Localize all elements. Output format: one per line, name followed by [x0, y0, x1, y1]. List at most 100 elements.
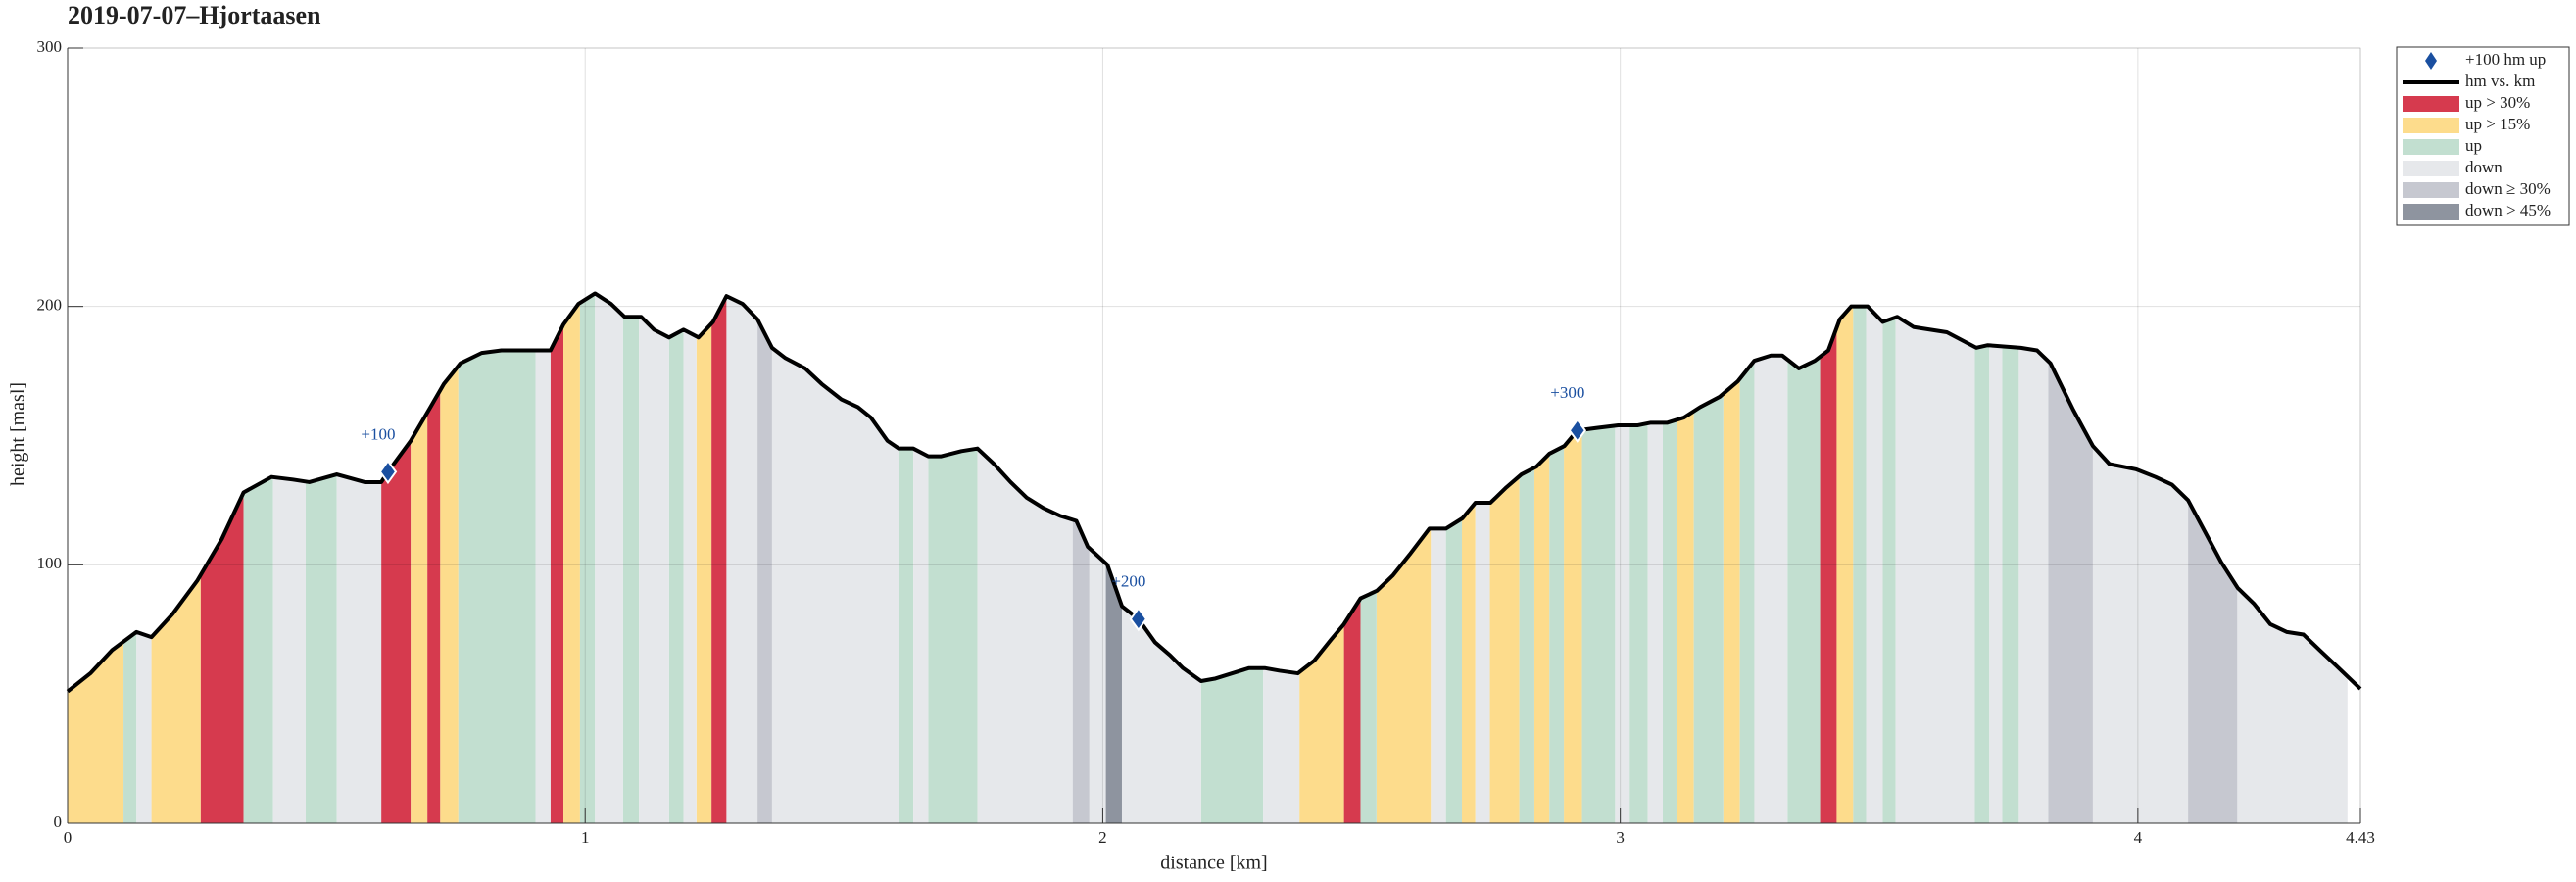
- band: [771, 347, 899, 823]
- band: [1489, 475, 1520, 823]
- band: [563, 303, 580, 823]
- band: [1072, 519, 1090, 823]
- band: [1723, 378, 1740, 823]
- band: [2237, 587, 2348, 823]
- legend-label: up > 15%: [2465, 115, 2530, 133]
- band: [2002, 346, 2019, 823]
- y-tick-label: 200: [37, 296, 63, 315]
- band: [1895, 317, 1975, 823]
- band: [1549, 446, 1565, 823]
- x-tick-label: 4: [2134, 828, 2143, 847]
- band: [757, 318, 772, 824]
- y-tick-label: 300: [37, 37, 63, 56]
- band: [1754, 355, 1788, 823]
- band: [899, 448, 914, 823]
- band: [440, 366, 459, 823]
- band: [1677, 411, 1694, 823]
- legend-patch: [2403, 96, 2459, 112]
- band: [1376, 528, 1432, 823]
- band: [1662, 419, 1677, 823]
- band: [151, 574, 201, 823]
- legend-patch: [2403, 118, 2459, 133]
- band: [381, 440, 412, 823]
- band: [2188, 500, 2238, 823]
- band: [2092, 446, 2189, 823]
- band: [1787, 356, 1821, 823]
- band: [668, 329, 684, 823]
- band: [200, 492, 244, 823]
- y-tick-label: 100: [37, 554, 63, 572]
- band: [622, 315, 640, 824]
- band: [1462, 503, 1476, 823]
- band: [696, 323, 712, 823]
- band: [1089, 548, 1106, 823]
- band: [1533, 453, 1550, 823]
- band: [411, 412, 428, 823]
- band: [2048, 361, 2093, 823]
- band: [595, 293, 623, 823]
- band: [1475, 503, 1490, 823]
- legend-label: down: [2465, 158, 2503, 176]
- legend-label: down ≥ 30%: [2465, 179, 2551, 198]
- band: [1866, 306, 1883, 824]
- marker-label: +200: [1111, 572, 1145, 591]
- legend-label: +100 hm up: [2465, 50, 2546, 69]
- band: [1200, 667, 1264, 823]
- band: [458, 350, 536, 823]
- legend-patch: [2403, 161, 2459, 176]
- band: [550, 324, 564, 823]
- legend-label: up > 30%: [2465, 93, 2530, 112]
- band: [68, 641, 124, 823]
- band: [1989, 345, 2003, 823]
- legend-patch: [2403, 182, 2459, 198]
- band: [1615, 424, 1630, 823]
- band: [579, 293, 596, 823]
- band: [1882, 317, 1896, 823]
- x-tick-label: 2: [1098, 828, 1107, 847]
- chart-title: 2019-07-07–Hjortaasen: [68, 1, 321, 29]
- legend-patch: [2403, 139, 2459, 155]
- band: [1739, 361, 1755, 823]
- marker: [1129, 607, 1148, 632]
- y-tick-label: 0: [54, 812, 63, 831]
- band: [535, 350, 551, 823]
- legend-label: up: [2465, 136, 2482, 155]
- band: [1647, 422, 1663, 823]
- band: [1693, 393, 1724, 823]
- marker: [1568, 417, 1587, 443]
- y-axis-label: height [masl]: [8, 382, 29, 486]
- band: [1581, 425, 1616, 823]
- x-axis-label: distance [km]: [1160, 853, 1267, 874]
- band: [136, 631, 152, 823]
- band: [1853, 306, 1867, 824]
- band: [243, 476, 273, 823]
- band: [1564, 429, 1582, 823]
- band: [1360, 590, 1377, 823]
- band: [639, 317, 669, 823]
- band: [1629, 422, 1648, 823]
- legend-label: hm vs. km: [2465, 72, 2535, 90]
- band: [1105, 563, 1122, 823]
- band: [913, 448, 929, 823]
- band: [1343, 598, 1361, 823]
- band: [305, 474, 337, 823]
- marker-label: +100: [361, 424, 395, 443]
- band: [1121, 606, 1201, 823]
- band: [1263, 667, 1300, 823]
- band: [1519, 467, 1534, 823]
- band: [1820, 327, 1837, 823]
- band: [683, 329, 697, 823]
- marker: [378, 459, 398, 485]
- band: [1431, 528, 1446, 823]
- band: [272, 476, 306, 823]
- band: [1836, 306, 1854, 824]
- band: [711, 296, 727, 823]
- band: [336, 474, 382, 823]
- legend-label: down > 45%: [2465, 201, 2551, 220]
- x-tick-label: 0: [64, 828, 73, 847]
- band: [427, 390, 441, 823]
- band: [1974, 345, 1990, 823]
- profile-line: [66, 291, 2362, 694]
